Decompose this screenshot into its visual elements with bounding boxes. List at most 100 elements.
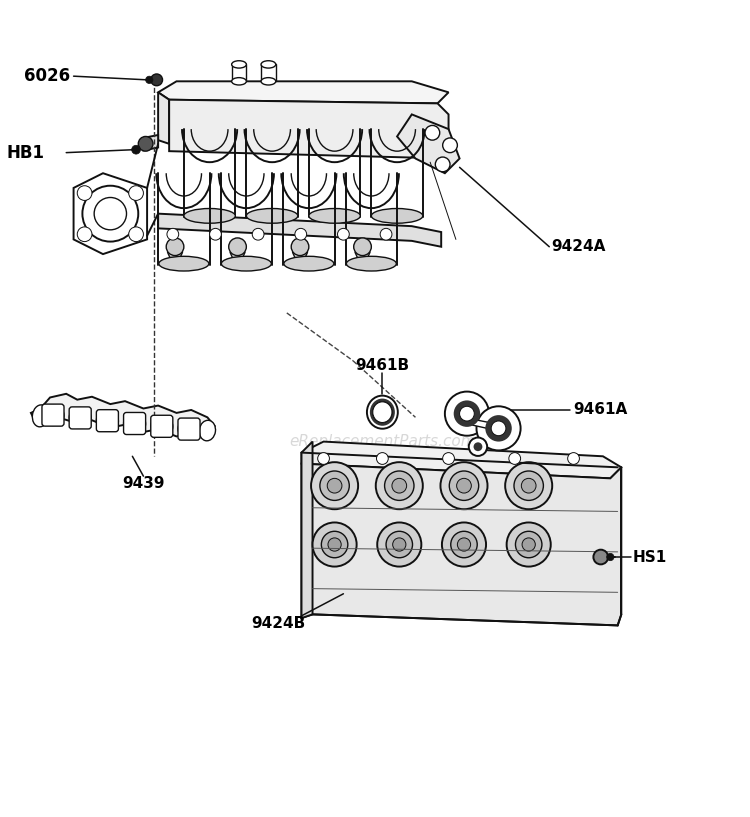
Ellipse shape: [373, 402, 392, 422]
Circle shape: [313, 522, 357, 566]
Ellipse shape: [373, 402, 392, 422]
Circle shape: [458, 538, 470, 551]
Circle shape: [593, 550, 608, 565]
Ellipse shape: [246, 208, 298, 223]
Ellipse shape: [124, 413, 146, 434]
Text: 9461B: 9461B: [356, 358, 410, 373]
Circle shape: [146, 76, 153, 83]
Ellipse shape: [221, 257, 272, 271]
Circle shape: [435, 157, 450, 172]
Ellipse shape: [346, 257, 396, 271]
FancyBboxPatch shape: [42, 404, 64, 426]
Ellipse shape: [97, 410, 118, 431]
Circle shape: [425, 126, 439, 141]
Circle shape: [295, 229, 307, 240]
Circle shape: [491, 421, 506, 435]
Circle shape: [509, 453, 520, 464]
Circle shape: [485, 415, 512, 441]
Ellipse shape: [309, 208, 360, 223]
Ellipse shape: [261, 78, 276, 85]
Circle shape: [291, 238, 309, 256]
Polygon shape: [31, 394, 214, 436]
Ellipse shape: [261, 60, 276, 68]
Polygon shape: [261, 65, 276, 82]
Text: HS1: HS1: [632, 550, 667, 565]
Circle shape: [129, 227, 143, 242]
Circle shape: [385, 471, 414, 500]
Ellipse shape: [184, 208, 236, 223]
Ellipse shape: [178, 419, 200, 440]
Circle shape: [151, 74, 163, 86]
Circle shape: [386, 531, 412, 558]
Circle shape: [77, 185, 92, 200]
Polygon shape: [397, 114, 460, 173]
Ellipse shape: [371, 208, 423, 223]
Circle shape: [568, 453, 580, 464]
Circle shape: [607, 553, 614, 560]
Circle shape: [311, 462, 358, 509]
Circle shape: [380, 229, 392, 240]
Circle shape: [129, 185, 143, 200]
Circle shape: [327, 478, 342, 493]
Circle shape: [376, 462, 423, 509]
Circle shape: [82, 185, 138, 242]
Ellipse shape: [200, 420, 215, 441]
Circle shape: [440, 462, 488, 509]
Polygon shape: [74, 173, 147, 254]
Polygon shape: [230, 247, 245, 269]
Circle shape: [252, 229, 264, 240]
Circle shape: [393, 538, 406, 551]
FancyBboxPatch shape: [151, 415, 172, 437]
Polygon shape: [170, 100, 448, 158]
Circle shape: [138, 136, 153, 151]
Circle shape: [442, 522, 486, 566]
Circle shape: [94, 198, 127, 230]
Ellipse shape: [367, 395, 398, 429]
Circle shape: [442, 138, 458, 153]
Text: 6026: 6026: [24, 67, 70, 85]
Circle shape: [445, 391, 489, 435]
Text: 9424A: 9424A: [551, 239, 606, 254]
Text: eReplacementParts.com: eReplacementParts.com: [289, 434, 476, 449]
Circle shape: [522, 538, 536, 551]
Circle shape: [77, 227, 92, 242]
Circle shape: [454, 400, 480, 426]
Ellipse shape: [151, 416, 172, 436]
Text: 9424B: 9424B: [251, 616, 305, 631]
Circle shape: [476, 406, 520, 450]
Circle shape: [442, 453, 454, 464]
Polygon shape: [302, 441, 621, 478]
Ellipse shape: [469, 438, 488, 456]
Circle shape: [376, 453, 388, 464]
Circle shape: [167, 229, 178, 240]
Circle shape: [229, 238, 246, 256]
Circle shape: [328, 538, 341, 551]
Ellipse shape: [370, 399, 394, 426]
Polygon shape: [356, 247, 370, 269]
Circle shape: [320, 471, 350, 500]
Ellipse shape: [232, 78, 246, 85]
Circle shape: [318, 453, 329, 464]
Circle shape: [377, 522, 422, 566]
Text: 9461A: 9461A: [574, 403, 628, 417]
Polygon shape: [158, 92, 170, 144]
Circle shape: [507, 522, 550, 566]
Circle shape: [132, 145, 140, 154]
Circle shape: [457, 478, 471, 493]
Polygon shape: [168, 247, 182, 269]
Polygon shape: [292, 247, 308, 269]
Polygon shape: [302, 441, 313, 618]
Polygon shape: [232, 65, 246, 82]
Circle shape: [521, 478, 536, 493]
Ellipse shape: [32, 405, 49, 426]
Polygon shape: [302, 463, 621, 625]
FancyBboxPatch shape: [69, 407, 92, 429]
FancyBboxPatch shape: [178, 418, 200, 440]
Circle shape: [338, 229, 350, 240]
Ellipse shape: [69, 408, 92, 428]
Ellipse shape: [159, 257, 209, 271]
Circle shape: [166, 238, 184, 256]
Circle shape: [506, 462, 552, 509]
Text: 9439: 9439: [122, 476, 165, 491]
FancyBboxPatch shape: [96, 409, 118, 431]
